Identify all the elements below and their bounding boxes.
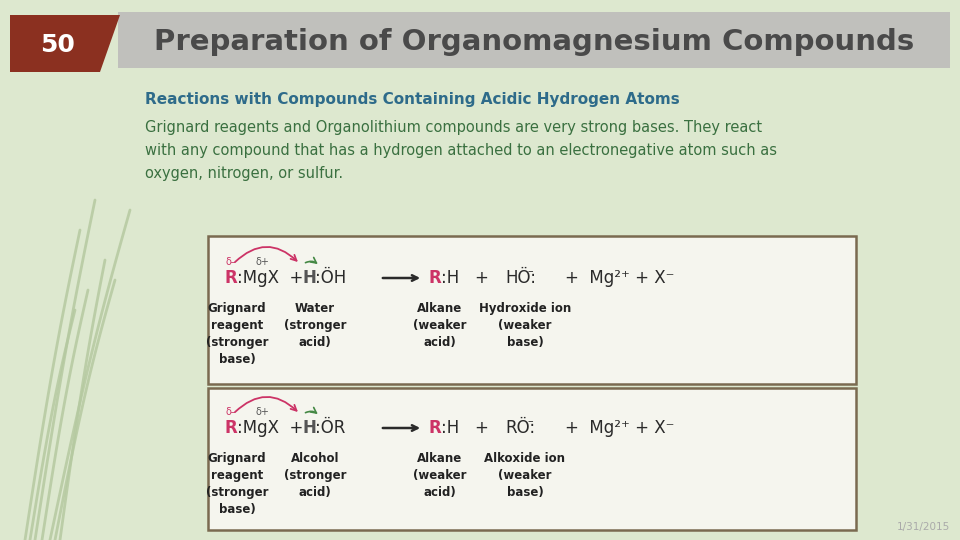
Text: δ–: δ–	[225, 407, 236, 417]
Text: δ+: δ+	[255, 257, 269, 267]
Text: +  Mg²⁺ + X⁻: + Mg²⁺ + X⁻	[565, 419, 674, 437]
Text: Water
(stronger
acid): Water (stronger acid)	[284, 302, 347, 349]
Text: Alcohol
(stronger
acid): Alcohol (stronger acid)	[284, 452, 347, 499]
Text: HÖ:: HÖ:	[505, 269, 536, 287]
Text: Alkane
(weaker
acid): Alkane (weaker acid)	[413, 452, 467, 499]
Text: R: R	[225, 269, 238, 287]
Polygon shape	[10, 15, 120, 72]
Text: Grignard
reagent
(stronger
base): Grignard reagent (stronger base)	[205, 452, 268, 516]
Text: δ+: δ+	[255, 407, 269, 417]
Text: Reactions with Compounds Containing Acidic Hydrogen Atoms: Reactions with Compounds Containing Acid…	[145, 92, 680, 107]
Text: Alkoxide ion
(weaker
base): Alkoxide ion (weaker base)	[485, 452, 565, 499]
FancyBboxPatch shape	[208, 236, 856, 384]
Text: H: H	[303, 419, 317, 437]
Text: :H   +: :H +	[441, 419, 489, 437]
Text: :H   +: :H +	[441, 269, 489, 287]
Text: Hydroxide ion
(weaker
base): Hydroxide ion (weaker base)	[479, 302, 571, 349]
Text: δ–: δ–	[225, 257, 236, 267]
Text: RÖ:: RÖ:	[505, 419, 535, 437]
Text: Alkane
(weaker
acid): Alkane (weaker acid)	[413, 302, 467, 349]
Text: :ÖR: :ÖR	[315, 419, 346, 437]
Text: 1/31/2015: 1/31/2015	[897, 522, 950, 532]
Text: Grignard
reagent
(stronger
base): Grignard reagent (stronger base)	[205, 302, 268, 366]
Text: –: –	[527, 416, 533, 426]
Text: R: R	[429, 269, 442, 287]
FancyBboxPatch shape	[118, 12, 950, 68]
Text: 50: 50	[40, 33, 76, 57]
Text: :MgX  +: :MgX +	[237, 419, 303, 437]
FancyBboxPatch shape	[208, 388, 856, 530]
Text: –: –	[527, 266, 533, 276]
Text: R: R	[429, 419, 442, 437]
Text: R: R	[225, 419, 238, 437]
Text: :ÖH: :ÖH	[315, 269, 347, 287]
Text: :MgX  +: :MgX +	[237, 269, 303, 287]
Text: +  Mg²⁺ + X⁻: + Mg²⁺ + X⁻	[565, 269, 674, 287]
Text: Preparation of Organomagnesium Compounds: Preparation of Organomagnesium Compounds	[154, 28, 914, 56]
Text: Grignard reagents and Organolithium compounds are very strong bases. They react
: Grignard reagents and Organolithium comp…	[145, 120, 777, 180]
Text: H: H	[303, 269, 317, 287]
